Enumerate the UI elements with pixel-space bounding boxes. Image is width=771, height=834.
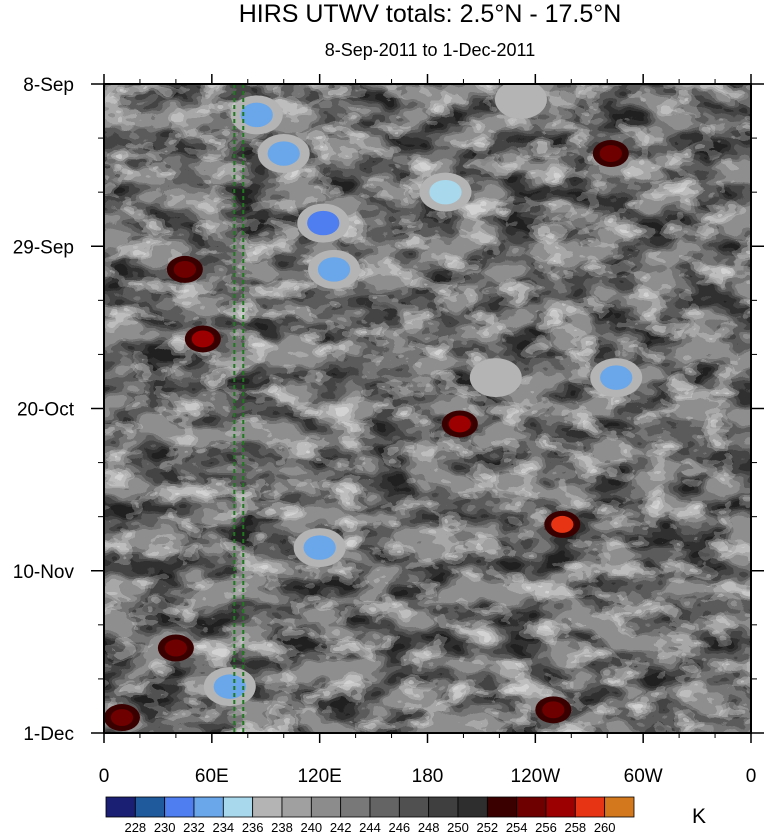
feature-core-16 (213, 674, 246, 699)
colorbar-swatch-1 (134, 796, 166, 818)
colorbar-swatch-13 (486, 796, 518, 818)
colorbar-swatch-12 (457, 796, 488, 818)
colorbar-swatch-7 (310, 796, 342, 818)
colorbar-label-4: 236 (242, 820, 264, 834)
feature-core-6 (479, 365, 512, 390)
colorbar-swatch-6 (281, 796, 312, 818)
feature-core-10 (173, 260, 197, 278)
x-tick-label-6: 0 (746, 766, 757, 787)
feature-core-8 (303, 535, 336, 560)
colorbar-label-10: 248 (418, 820, 440, 834)
colorbar-swatch-9 (369, 796, 400, 818)
x-tick-label-5: 60W (624, 766, 663, 787)
colorbar-label-1: 230 (154, 820, 176, 834)
colorbar-swatch-11 (428, 796, 459, 818)
colorbar-units: K (692, 805, 707, 828)
colorbar-label-9: 246 (388, 820, 410, 834)
colorbar-label-2: 232 (183, 820, 205, 834)
colorbar-swatch-17 (604, 796, 635, 818)
x-tick-label-0: 0 (99, 766, 110, 787)
x-tick-label-2: 120E (297, 766, 341, 787)
colorbar-swatch-4 (222, 796, 254, 818)
colorbar-label-8: 244 (359, 820, 381, 834)
chart-title: HIRS UTWV totals: 2.5°N - 17.5°N (238, 0, 622, 28)
colorbar-label-14: 256 (535, 820, 557, 834)
feature-core-2 (307, 210, 340, 236)
colorbar-swatch-0 (105, 796, 136, 818)
feature-core-14 (110, 709, 134, 727)
x-tick-label-1: 60E (195, 766, 229, 787)
y-tick-label-4: 1-Dec (23, 724, 74, 745)
feature-core-13 (599, 145, 622, 162)
colorbar-label-13: 254 (506, 820, 528, 834)
y-tick-label-1: 29-Sep (13, 237, 74, 258)
colorbar-label-16: 260 (594, 820, 616, 834)
feature-core-15 (542, 701, 565, 719)
x-tick-label-4: 120W (511, 766, 561, 787)
colorbar-label-7: 242 (330, 820, 352, 834)
feature-core-11 (448, 415, 472, 433)
colorbar-label-6: 240 (300, 820, 322, 834)
feature-core-5 (504, 87, 538, 112)
colorbar-swatch-2 (164, 796, 195, 818)
colorbar-swatch-10 (398, 796, 430, 818)
feature-core-17 (164, 639, 188, 657)
colorbar-label-0: 228 (124, 820, 146, 834)
colorbar-swatch-5 (252, 796, 283, 818)
colorbar-label-15: 258 (564, 820, 586, 834)
feature-core-9 (191, 330, 215, 348)
colorbar-swatch-14 (516, 796, 547, 818)
feature-core-7 (600, 365, 633, 390)
feature-core-1 (267, 141, 300, 166)
colorbar-swatch-15 (545, 796, 576, 818)
feature-core-4 (429, 179, 462, 205)
feature-core-3 (317, 257, 351, 282)
colorbar-swatch-8 (340, 796, 371, 818)
y-tick-label-0: 8-Sep (23, 75, 74, 96)
colorbar-label-5: 238 (271, 820, 293, 834)
colorbar-swatch-3 (193, 796, 224, 818)
colorbar-label-11: 250 (447, 820, 469, 834)
feature-core-0 (240, 102, 273, 128)
y-tick-label-2: 20-Oct (17, 400, 75, 421)
x-tick-label-3: 180 (412, 766, 444, 787)
colorbar-label-3: 234 (212, 820, 234, 834)
y-tick-label-3: 10-Nov (13, 562, 75, 583)
feature-core-12 (551, 515, 574, 533)
colorbar-swatch-16 (574, 796, 606, 818)
colorbar-label-12: 252 (476, 820, 498, 834)
chart-subtitle: 8-Sep-2011 to 1-Dec-2011 (324, 40, 536, 60)
